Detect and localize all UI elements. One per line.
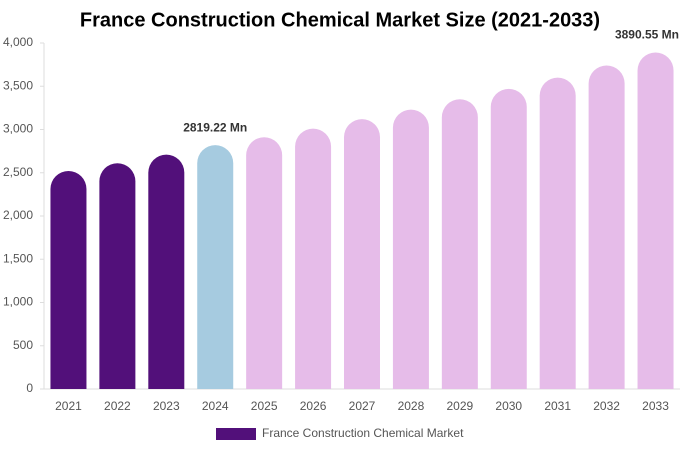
bar (588, 65, 625, 390)
y-tick-label: 500 (13, 338, 33, 352)
legend-label: France Construction Chemical Market (262, 426, 464, 440)
x-tick-label: 2027 (349, 399, 376, 413)
bar (295, 128, 332, 389)
x-tick-label: 2025 (251, 399, 278, 413)
x-tick-label: 2029 (446, 399, 473, 413)
y-tick-label: 3,000 (3, 122, 33, 136)
y-tick-label: 2,500 (3, 165, 33, 179)
x-tick-label: 2024 (202, 399, 229, 413)
bar (392, 109, 429, 389)
x-tick-label: 2028 (398, 399, 425, 413)
x-tick-label: 2022 (104, 399, 131, 413)
x-tick-label: 2030 (495, 399, 522, 413)
bar (344, 119, 380, 389)
y-tick-label: 3,500 (3, 78, 33, 92)
bar (148, 154, 185, 389)
x-tick-label: 2023 (153, 399, 180, 413)
legend-swatch (216, 428, 256, 440)
y-tick-label: 1,000 (3, 295, 33, 309)
chart-title: France Construction Chemical Market Size… (80, 9, 600, 31)
bar (246, 137, 283, 389)
value-label: 2819.22 Mn (183, 120, 247, 134)
bar (637, 52, 674, 390)
bar (197, 145, 234, 389)
x-tick-label: 2031 (544, 399, 571, 413)
y-tick-label: 1,500 (3, 251, 33, 265)
x-tick-label: 2021 (55, 399, 82, 413)
bar (441, 99, 478, 389)
x-tick-label: 2032 (593, 399, 620, 413)
x-tick-label: 2033 (642, 399, 669, 413)
bar (490, 88, 527, 389)
y-tick-label: 2,000 (3, 208, 33, 222)
bar (539, 77, 576, 389)
y-tick-label: 4,000 (3, 35, 33, 49)
bar (99, 163, 136, 389)
value-label: 3890.55 Mn (615, 28, 679, 42)
y-tick-label: 0 (26, 381, 33, 395)
bar (50, 171, 87, 389)
x-tick-label: 2026 (300, 399, 327, 413)
